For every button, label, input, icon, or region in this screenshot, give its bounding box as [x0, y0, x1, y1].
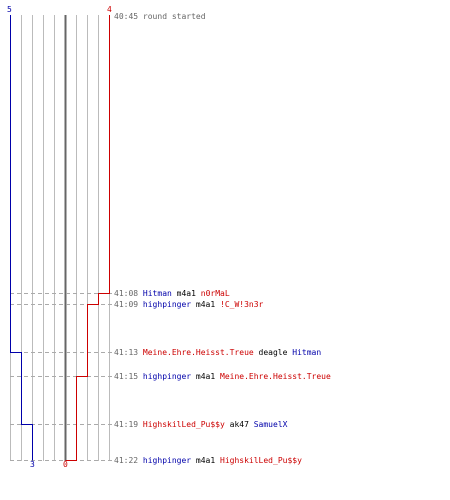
red-end-score: 0: [63, 460, 68, 469]
weapon-name: deagle: [258, 348, 288, 357]
red-start-score: 4: [107, 5, 112, 14]
weapon-name: m4a1: [195, 300, 216, 309]
kill-event: 41:22 highpinger m4a1 HighskilLed_Pu$$y: [114, 455, 302, 466]
event-round-start: 40:45 round started: [114, 11, 206, 22]
blue-start-score: 5: [7, 5, 12, 14]
attacker-name: highpinger: [142, 300, 192, 309]
event-time: 41:22: [114, 456, 139, 465]
attacker-name: highpinger: [142, 456, 192, 465]
kill-event: 41:08 Hitman m4a1 n0rMaL: [114, 288, 230, 299]
victim-name: SamuelX: [253, 420, 288, 429]
blue-team-line: [10, 15, 33, 461]
event-time: 41:09: [114, 300, 139, 309]
event-guides: [10, 293, 112, 461]
victim-name: HighskilLed_Pu$$y: [220, 456, 302, 465]
victim-name: Meine.Ehre.Heisst.Treue: [220, 372, 331, 381]
victim-name: n0rMaL: [200, 289, 230, 298]
attacker-name: Hitman: [142, 289, 172, 298]
event-time: 41:08: [114, 289, 139, 298]
victim-name: Hitman: [292, 348, 322, 357]
kill-event: 41:19 HighskilLed_Pu$$y ak47 SamuelX: [114, 419, 287, 430]
event-time: 40:45: [114, 12, 139, 21]
event-text: round started: [142, 12, 206, 21]
weapon-name: m4a1: [195, 372, 216, 381]
weapon-name: m4a1: [176, 289, 196, 298]
kill-event: 41:15 highpinger m4a1 Meine.Ehre.Heisst.…: [114, 371, 331, 382]
weapon-name: ak47: [229, 420, 249, 429]
kill-event: 41:09 highpinger m4a1 !C_W!3n3r: [114, 299, 263, 310]
kill-event: 41:13 Meine.Ehre.Heisst.Treue deagle Hit…: [114, 347, 321, 358]
attacker-name: highpinger: [142, 372, 192, 381]
victim-name: !C_W!3n3r: [220, 300, 264, 309]
blue-end-score: 3: [30, 460, 35, 469]
attacker-name: Meine.Ehre.Heisst.Treue: [142, 348, 254, 357]
grid-lines: [10, 15, 110, 461]
event-time: 41:13: [114, 348, 139, 357]
weapon-name: m4a1: [195, 456, 216, 465]
red-team-line: [65, 15, 110, 461]
event-time: 41:19: [114, 420, 139, 429]
attacker-name: HighskilLed_Pu$$y: [142, 420, 225, 429]
event-time: 41:15: [114, 372, 139, 381]
